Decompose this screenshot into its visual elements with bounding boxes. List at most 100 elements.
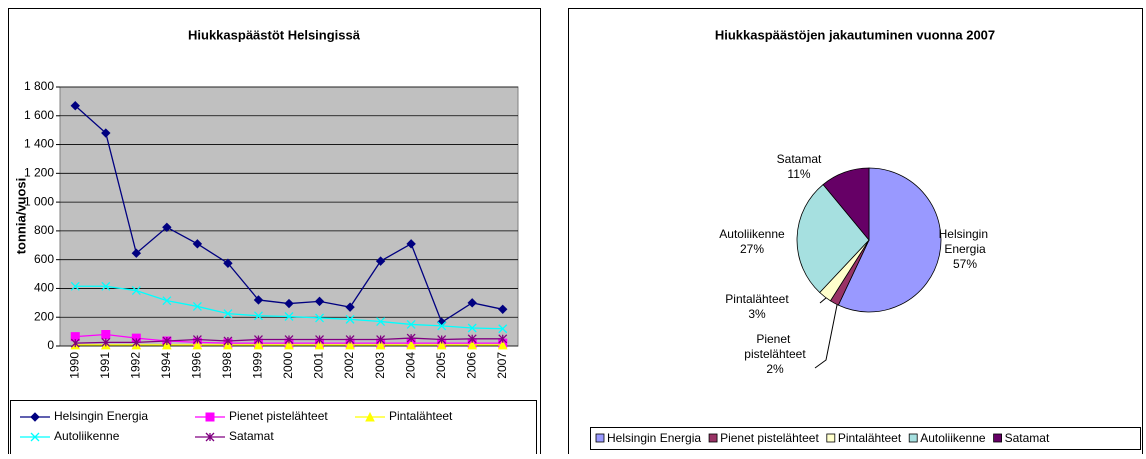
- legend-marker: [205, 412, 215, 422]
- data-point: [284, 335, 294, 344]
- x-tick-label: 2006: [464, 352, 478, 379]
- legend-marker: [30, 412, 40, 422]
- data-point: [345, 302, 355, 312]
- legend-label: Pienet pistelähteet: [720, 431, 819, 445]
- legend-label: Autoliikenne: [54, 429, 120, 443]
- slice-label: Satamat: [777, 152, 822, 166]
- data-point: [284, 339, 294, 350]
- pie-slice: [796, 183, 870, 294]
- legend-swatch: [993, 433, 1002, 443]
- legend-swatch: [708, 433, 718, 443]
- data-point: [497, 339, 508, 350]
- data-point: [131, 337, 141, 347]
- data-point: [223, 258, 233, 268]
- data-point: [254, 311, 263, 321]
- data-point: [131, 248, 142, 258]
- y-tick-label: 800: [34, 223, 54, 237]
- legend-swatch: [826, 433, 836, 443]
- data-point: [437, 335, 447, 344]
- data-point: [345, 314, 355, 324]
- y-tick-label: 600: [34, 252, 54, 266]
- data-point: [192, 239, 203, 249]
- chart-title: Hiukkaspäästöjen jakautuminen vuonna 200…: [715, 27, 995, 42]
- slice-value-label: 3%: [748, 307, 766, 321]
- x-tick-label: 2000: [281, 352, 295, 379]
- y-tick-label: 1 800: [24, 79, 54, 93]
- data-point: [406, 319, 416, 329]
- data-point: [376, 335, 386, 344]
- data-point: [70, 100, 80, 111]
- x-tick-label: 2002: [342, 352, 356, 379]
- data-point: [406, 239, 416, 249]
- legend-marker: [365, 411, 375, 422]
- legend-label: Satamat: [229, 429, 274, 443]
- slice-value-label: 57%: [953, 257, 977, 271]
- data-point: [375, 256, 386, 266]
- data-point: [253, 339, 264, 350]
- legend: [590, 427, 1141, 450]
- x-tick-label: 1998: [220, 352, 234, 379]
- x-tick-label: 2007: [495, 352, 509, 379]
- y-tick-label: 400: [34, 281, 54, 295]
- y-tick-label: 1 200: [24, 166, 54, 180]
- x-tick-label: 2005: [434, 352, 448, 379]
- x-tick-label: 2001: [312, 352, 326, 379]
- leader-line: [814, 299, 839, 369]
- legend-swatch: [595, 433, 605, 443]
- y-tick-label: 1 400: [24, 137, 54, 151]
- data-point: [436, 339, 447, 350]
- data-point: [314, 296, 325, 307]
- slice-label: Helsingin Energia: [939, 227, 992, 256]
- data-point: [101, 337, 111, 347]
- data-point: [406, 333, 416, 343]
- data-point: [406, 339, 416, 350]
- legend-swatch: [908, 433, 918, 443]
- data-point: [467, 339, 478, 350]
- data-point: [70, 332, 80, 342]
- legend-label: Helsingin Energia: [607, 431, 701, 445]
- x-tick-label: 1999: [251, 352, 265, 379]
- slice-label: Autoliikenne: [719, 227, 785, 241]
- data-point: [254, 335, 263, 344]
- data-point: [467, 323, 477, 333]
- data-point: [162, 336, 172, 346]
- legend-marker: [30, 432, 40, 442]
- pie-slice: [822, 167, 870, 242]
- legend-label: Satamat: [1005, 431, 1050, 445]
- data-point: [253, 295, 264, 305]
- data-point: [162, 296, 172, 306]
- legend-label: Pintalähteet: [389, 409, 453, 423]
- x-tick-label: 1992: [129, 352, 143, 379]
- legend: [10, 400, 537, 457]
- legend-label: Pintalähteet: [838, 431, 902, 445]
- data-point: [376, 317, 386, 326]
- data-point: [315, 335, 324, 344]
- x-tick-label: 1990: [67, 352, 81, 379]
- data-point: [101, 281, 111, 291]
- slice-label: Pintalähteet: [725, 292, 789, 306]
- data-point: [467, 298, 477, 308]
- data-point: [223, 309, 233, 319]
- data-point: [192, 335, 202, 344]
- slice-value-label: 11%: [787, 167, 810, 181]
- x-tick-label: 1994: [159, 352, 173, 379]
- legend-label: Helsingin Energia: [54, 409, 148, 423]
- data-point: [284, 298, 294, 309]
- data-point: [375, 339, 386, 350]
- data-point: [498, 334, 508, 344]
- x-tick-label: 1991: [98, 352, 112, 379]
- data-point: [192, 301, 202, 311]
- pie-slice: [837, 167, 942, 313]
- x-tick-label: 2003: [373, 352, 387, 379]
- legend-label: Autoliikenne: [920, 431, 986, 445]
- data-point: [70, 281, 80, 291]
- data-point: [70, 338, 80, 348]
- y-tick-label: 0: [47, 338, 54, 352]
- y-tick-label: 1 000: [24, 194, 54, 208]
- legend-marker: [205, 432, 215, 442]
- slice-label: Pienet pistelähteet: [744, 332, 806, 361]
- data-point: [284, 312, 294, 321]
- data-point: [315, 313, 324, 323]
- slice-value-label: 27%: [740, 242, 764, 256]
